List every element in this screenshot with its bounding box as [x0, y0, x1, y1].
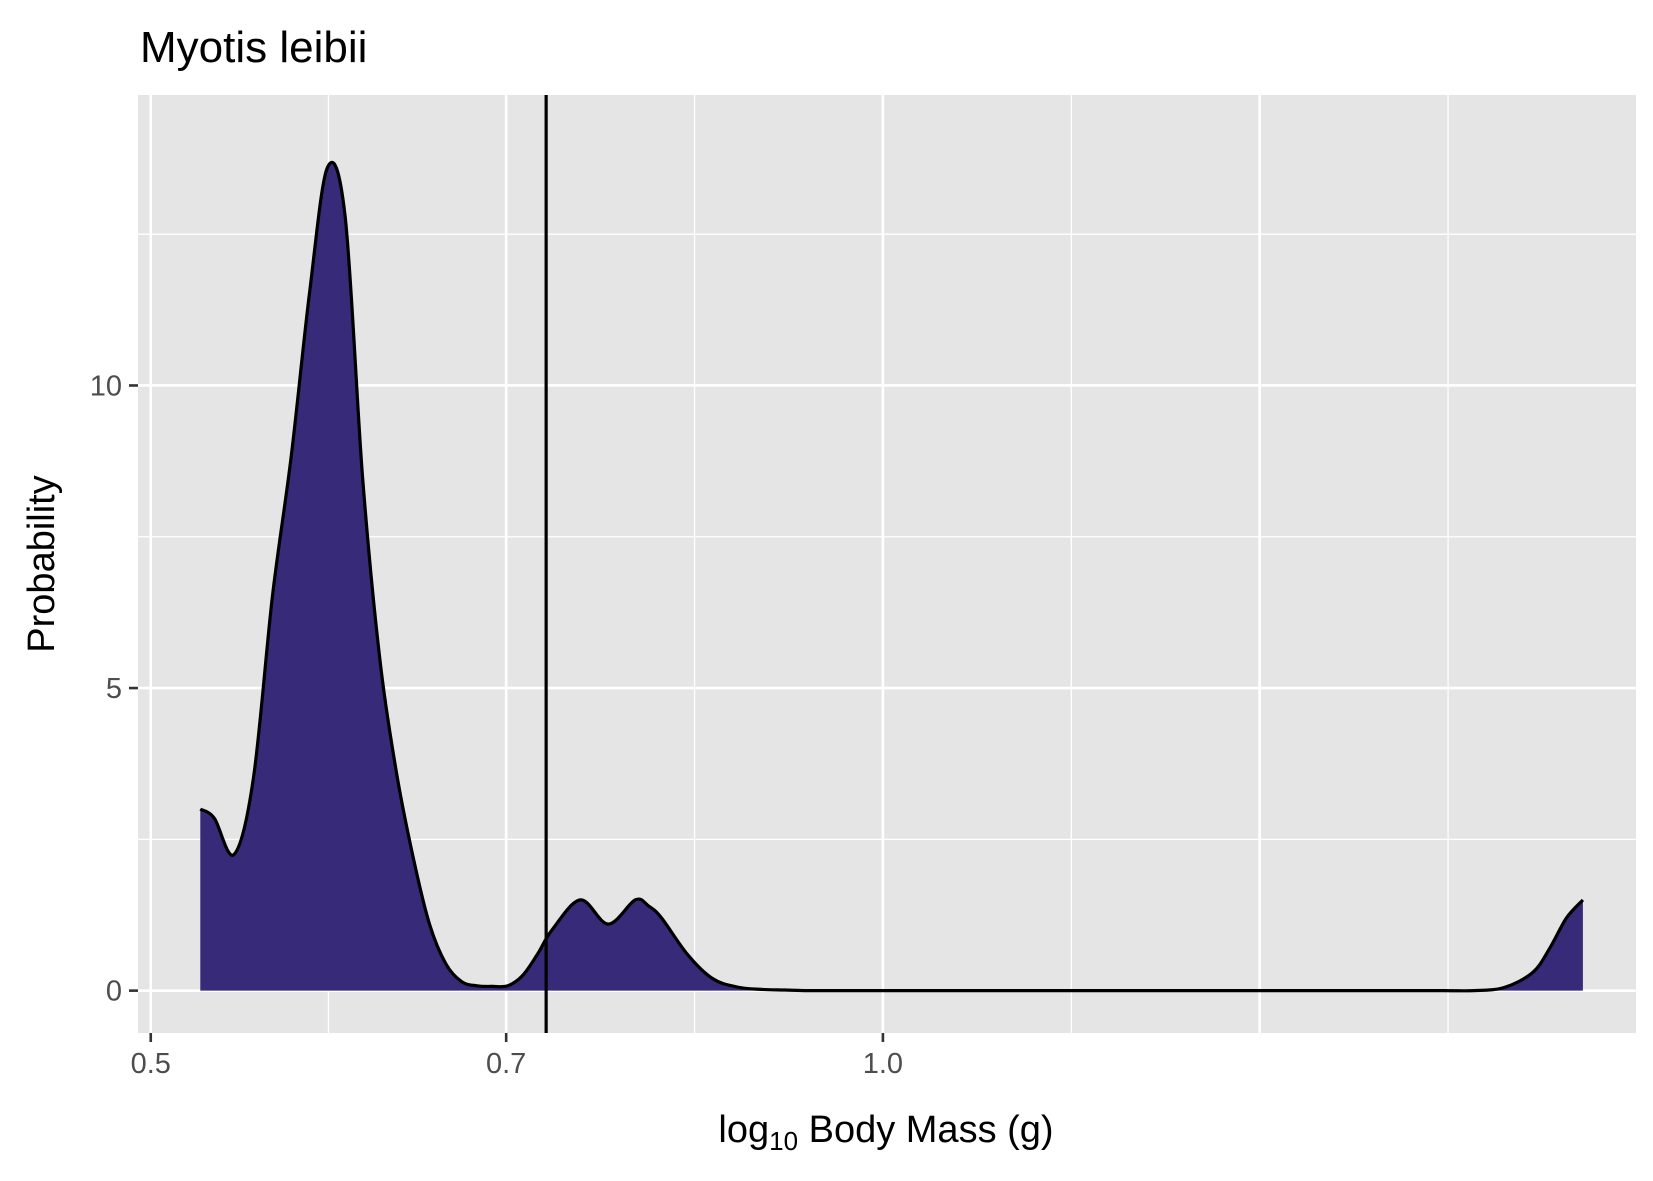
y-tick-label: 10 [90, 370, 122, 402]
density-curve [199, 160, 1585, 993]
x-axis-title-subscript: 10 [769, 1126, 798, 1156]
y-axis: 0 5 10 [90, 370, 138, 1008]
y-tick-label: 5 [106, 673, 122, 705]
chart-title: Myotis leibii [140, 23, 367, 72]
x-tick-label: 0.7 [486, 1048, 526, 1080]
density-area [200, 162, 1583, 991]
x-axis-title-main: log [718, 1109, 769, 1151]
x-axis: 0.5 0.7 1.0 [131, 1033, 903, 1080]
y-axis-title: Probability [21, 475, 63, 652]
x-axis-title: log10 Body Mass (g) [718, 1109, 1053, 1156]
x-tick-label: 0.5 [131, 1048, 171, 1080]
x-tick-label: 1.0 [863, 1048, 903, 1080]
x-axis-title-rest: Body Mass (g) [798, 1109, 1054, 1151]
y-tick-label: 0 [106, 976, 122, 1008]
